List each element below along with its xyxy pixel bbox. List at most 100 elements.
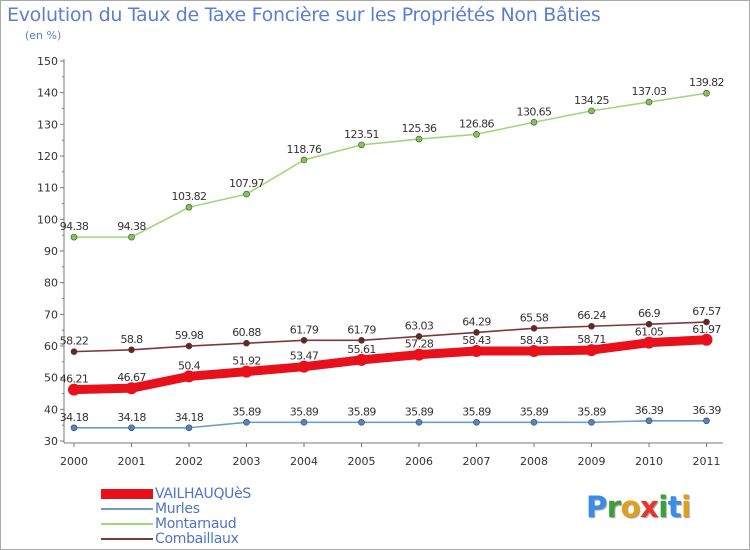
logo-letter: P	[586, 490, 607, 524]
legend-swatch	[101, 508, 153, 510]
series-line-2	[73, 92, 708, 238]
x-tick-label: 2009	[578, 455, 606, 468]
logo-letter: o	[620, 490, 641, 524]
data-label: 94.38	[117, 220, 146, 233]
data-point	[588, 107, 595, 115]
x-tick-label: 2007	[463, 455, 491, 468]
data-label: 35.89	[462, 405, 491, 418]
data-label: 118.76	[287, 143, 322, 156]
x-tick-label: 2004	[290, 455, 318, 468]
data-label: 103.82	[172, 190, 207, 203]
data-point	[413, 348, 425, 361]
data-label: 94.38	[60, 220, 89, 233]
data-point	[240, 365, 253, 378]
data-label: 51.92	[232, 355, 261, 368]
data-point	[243, 190, 250, 198]
logo-letter: i	[658, 490, 668, 524]
data-point	[128, 346, 135, 354]
data-point	[128, 424, 135, 432]
data-point	[185, 203, 193, 211]
data-point	[415, 419, 423, 426]
legend-label: Murles	[155, 501, 200, 517]
data-label: 58.22	[60, 335, 89, 348]
data-point	[530, 118, 538, 126]
data-label: 63.03	[405, 319, 434, 332]
data-point	[355, 353, 368, 366]
data-label: 58.8	[120, 333, 143, 346]
y-tick-label: 80	[44, 277, 58, 290]
legend-item: Murles	[101, 501, 361, 517]
data-label: 35.89	[577, 405, 606, 418]
data-point	[530, 419, 538, 426]
data-label: 59.98	[175, 329, 204, 342]
data-label: 35.89	[232, 405, 261, 418]
legend: VAILHAUQUèS Murles Montarnaud Combaillaux	[101, 486, 361, 547]
y-tick-label: 30	[44, 435, 58, 448]
y-tick-label: 60	[44, 340, 58, 353]
logo-letter: t	[667, 490, 682, 524]
chart-title: Evolution du Taux de Taxe Foncière sur l…	[7, 4, 601, 26]
y-tick-label: 40	[44, 403, 58, 416]
data-point	[70, 348, 78, 355]
data-point	[585, 344, 598, 357]
data-label: 57.28	[405, 338, 434, 351]
x-tick-label: 2010	[635, 455, 663, 468]
data-label: 123.51	[344, 128, 379, 141]
x-tick-label: 2005	[348, 455, 376, 468]
data-point	[68, 383, 80, 396]
data-label: 107.97	[229, 177, 264, 190]
legend-label: VAILHAUQUèS	[155, 486, 252, 502]
data-label: 137.03	[632, 85, 667, 98]
data-label: 53.47	[290, 350, 319, 363]
data-point	[645, 320, 653, 328]
x-tick-label: 2002	[175, 455, 203, 468]
data-point	[243, 419, 250, 426]
data-label: 125.36	[402, 122, 437, 135]
y-tick-label: 120	[37, 150, 58, 163]
data-label: 64.29	[462, 315, 491, 328]
series-line-1	[73, 419, 708, 429]
proxiti-logo: Proxiti	[586, 490, 691, 524]
x-tick-label: 2008	[520, 455, 548, 468]
y-tick-label: 140	[37, 87, 58, 100]
data-point	[645, 98, 653, 106]
data-point	[703, 417, 710, 425]
x-tick-label: 2003	[233, 455, 261, 468]
data-point	[470, 344, 483, 357]
data-label: 50.4	[178, 359, 201, 372]
legend-swatch	[101, 489, 153, 499]
data-point	[128, 233, 135, 241]
x-tick-label: 2001	[118, 455, 146, 468]
data-point	[70, 424, 78, 432]
legend-label: Montarnaud	[155, 516, 237, 532]
data-point	[300, 419, 308, 426]
y-axis-unit: (en %)	[25, 29, 62, 42]
data-label: 61.79	[347, 323, 376, 336]
data-label: 58.43	[520, 334, 549, 347]
y-tick-label: 100	[37, 213, 58, 226]
data-point	[643, 336, 655, 349]
data-label: 130.65	[517, 105, 552, 118]
logo-letter: r	[606, 490, 621, 524]
series-line-0	[69, 335, 711, 395]
data-point	[415, 333, 423, 340]
logo-letter: i	[681, 490, 691, 524]
data-point	[185, 342, 193, 350]
data-label: 134.25	[574, 94, 609, 107]
legend-item: Montarnaud	[101, 516, 361, 532]
data-point	[473, 130, 480, 138]
data-point	[530, 325, 538, 332]
data-point	[700, 333, 713, 346]
x-tick-label: 2006	[405, 455, 433, 468]
data-label: 34.18	[60, 411, 89, 424]
y-tick-label: 130	[37, 118, 58, 131]
data-point	[415, 135, 423, 143]
legend-item: Combaillaux	[101, 531, 361, 547]
data-point	[358, 419, 365, 426]
x-tick-label: 2000	[60, 455, 88, 468]
legend-swatch	[101, 523, 153, 525]
y-tick-label: 150	[37, 55, 58, 68]
series-line-3	[73, 321, 708, 353]
